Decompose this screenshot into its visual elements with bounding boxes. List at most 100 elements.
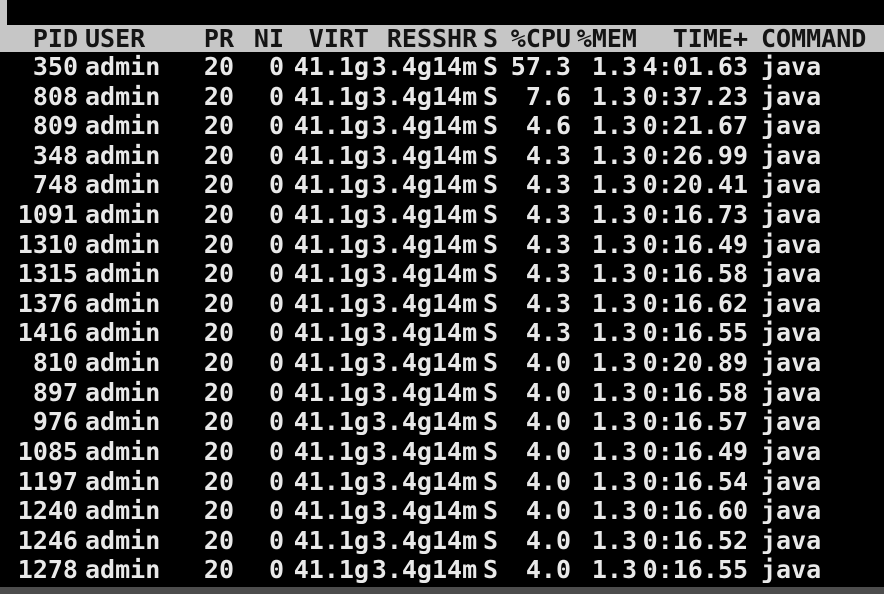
cell-pid: 1315 (17, 259, 78, 289)
cell-ni: 0 (268, 466, 284, 496)
cell-virt: 41.1g (293, 140, 369, 170)
cell-res: 3.4g (371, 229, 432, 259)
cell-s: S (482, 288, 498, 318)
cell-pid: 348 (32, 140, 78, 170)
cell-time: 0:37.23 (642, 81, 748, 111)
cell-cpu: 4.0 (525, 496, 571, 526)
cell-pr: 20 (203, 496, 234, 526)
column-header-ni: NI (253, 25, 284, 52)
cell-res: 3.4g (371, 259, 432, 289)
cell-shr: 14m (432, 348, 477, 378)
cell-cpu: 4.0 (525, 555, 571, 585)
cell-ni: 0 (268, 52, 284, 81)
cell-pid: 1310 (17, 229, 78, 259)
cell-pid: 897 (32, 377, 78, 407)
cell-shr: 14m (432, 259, 477, 289)
cell-res: 3.4g (371, 52, 432, 81)
cell-pid: 808 (32, 81, 78, 111)
cell-cpu: 4.0 (525, 466, 571, 496)
cell-virt: 41.1g (293, 407, 369, 437)
cell-res: 3.4g (371, 496, 432, 526)
cell-shr: 14m (432, 288, 477, 318)
cell-pr: 20 (203, 259, 234, 289)
cell-mem: 1.3 (591, 52, 637, 81)
cell-pid: 1197 (17, 466, 78, 496)
cell-mem: 1.3 (591, 200, 637, 230)
cell-shr: 14m (432, 525, 477, 555)
cell-s: S (482, 170, 498, 200)
cell-pid: 1376 (17, 288, 78, 318)
cell-command: java (761, 170, 822, 200)
bottom-border-strip (0, 587, 884, 594)
cell-res: 3.4g (371, 111, 432, 141)
cell-shr: 14m (432, 555, 477, 585)
cell-command: java (761, 496, 822, 526)
cell-cpu: 4.0 (525, 525, 571, 555)
cell-user: admin (85, 259, 161, 289)
column-header-shr: SHR (432, 25, 477, 52)
cell-ni: 0 (268, 200, 284, 230)
cell-pr: 20 (203, 288, 234, 318)
cell-s: S (482, 407, 498, 437)
process-row: 1315 admin 20 0 41.1g 3.4g 14m S 4.3 1.3 0:16.58 ja… (0, 259, 884, 289)
cell-ni: 0 (268, 407, 284, 437)
cell-s: S (482, 259, 498, 289)
cell-pr: 20 (203, 407, 234, 437)
cell-pid: 748 (32, 170, 78, 200)
column-header-pid: PID (32, 25, 78, 52)
cell-cpu: 4.3 (525, 200, 571, 230)
cell-s: S (482, 140, 498, 170)
cell-mem: 1.3 (591, 407, 637, 437)
cell-virt: 41.1g (293, 200, 369, 230)
cell-command: java (761, 140, 822, 170)
cell-time: 0:16.58 (642, 377, 748, 407)
cell-shr: 14m (432, 111, 477, 141)
cell-command: java (761, 466, 822, 496)
cell-s: S (482, 348, 498, 378)
cell-user: admin (85, 140, 161, 170)
cell-pr: 20 (203, 52, 234, 81)
process-row: 748 admin 20 0 41.1g 3.4g 14m S 4.3 1.3 0:20.41 jav… (0, 170, 884, 200)
cell-pid: 1091 (17, 200, 78, 230)
cell-user: admin (85, 318, 161, 348)
cell-time: 0:16.54 (642, 466, 748, 496)
cell-command: java (761, 407, 822, 437)
cell-user: admin (85, 407, 161, 437)
cell-user: admin (85, 81, 161, 111)
cell-s: S (482, 229, 498, 259)
cell-res: 3.4g (371, 140, 432, 170)
cell-mem: 1.3 (591, 525, 637, 555)
cell-pr: 20 (203, 170, 234, 200)
cell-cpu: 4.0 (525, 436, 571, 466)
cell-mem: 1.3 (591, 288, 637, 318)
cell-s: S (482, 525, 498, 555)
cell-ni: 0 (268, 348, 284, 378)
cell-time: 0:16.55 (642, 555, 748, 585)
cell-shr: 14m (432, 200, 477, 230)
cell-time: 0:16.49 (642, 229, 748, 259)
cell-mem: 1.3 (591, 318, 637, 348)
cell-virt: 41.1g (293, 81, 369, 111)
cell-cpu: 4.0 (525, 377, 571, 407)
process-row: 1240 admin 20 0 41.1g 3.4g 14m S 4.0 1.3 0:16.60 ja… (0, 496, 884, 526)
cell-cpu: 7.6 (525, 81, 571, 111)
cell-command: java (761, 436, 822, 466)
cell-pr: 20 (203, 436, 234, 466)
cell-cpu: 4.0 (525, 407, 571, 437)
cell-user: admin (85, 525, 161, 555)
cell-ni: 0 (268, 436, 284, 466)
cell-virt: 41.1g (293, 229, 369, 259)
cell-user: admin (85, 436, 161, 466)
cell-pid: 1246 (17, 525, 78, 555)
process-table-body: 350 admin 20 0 41.1g 3.4g 14m S 57.3 1.3 4:01.63 ja… (0, 52, 884, 585)
cell-cpu: 4.6 (525, 111, 571, 141)
cell-shr: 14m (432, 318, 477, 348)
column-header-pr: PR (203, 25, 234, 52)
cell-command: java (761, 525, 822, 555)
cell-time: 0:16.57 (642, 407, 748, 437)
cell-res: 3.4g (371, 170, 432, 200)
cell-ni: 0 (268, 111, 284, 141)
column-header-user: USER (85, 25, 146, 52)
cell-cpu: 4.3 (525, 170, 571, 200)
